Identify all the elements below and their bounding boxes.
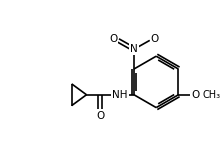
Text: O: O <box>96 110 104 120</box>
Text: CH₃: CH₃ <box>202 90 220 100</box>
Text: O: O <box>191 90 199 100</box>
Text: O: O <box>151 34 159 44</box>
Text: NH: NH <box>112 90 128 100</box>
Text: N: N <box>130 44 138 54</box>
Text: O: O <box>109 34 117 44</box>
